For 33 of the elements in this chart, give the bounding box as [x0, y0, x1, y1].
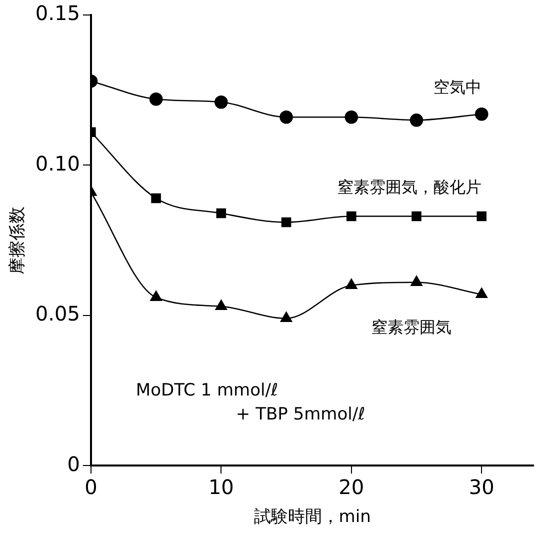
point: [476, 211, 486, 222]
point: [216, 208, 226, 218]
x-tick-label: 0: [84, 474, 98, 499]
point: [281, 217, 292, 228]
point: [280, 110, 293, 124]
x-tick-label: 30: [468, 474, 494, 499]
point: [346, 211, 356, 222]
y-tick-label: 0.15: [35, 1, 80, 26]
x-tick-label: 20: [338, 474, 364, 499]
annotation: + TBP 5mmol/ℓ: [236, 404, 366, 425]
point: [410, 113, 424, 127]
y-tick-label: 0.05: [35, 302, 80, 326]
point: [412, 211, 422, 222]
x-axis-title: 試験時間，min: [254, 507, 371, 528]
series-label: 窒素雰囲気: [372, 318, 452, 337]
annotation: MoDTC 1 mmol/ℓ: [136, 380, 278, 401]
point: [346, 278, 358, 290]
point: [215, 300, 228, 310]
series-label: 窒素雰囲気，酸化片: [338, 177, 482, 196]
point: [149, 92, 163, 106]
point: [474, 107, 488, 121]
point: [150, 290, 162, 302]
x-tick-label: 10: [208, 474, 234, 499]
point: [280, 312, 292, 322]
y-axis-title: 摩擦係数: [8, 206, 28, 274]
y-tick-label: 0: [67, 452, 80, 476]
point: [214, 95, 228, 109]
y-tick-label: 0.10: [35, 151, 80, 176]
point: [410, 276, 422, 286]
series-label: 空気中: [434, 77, 482, 96]
point: [344, 110, 358, 124]
point: [151, 193, 161, 204]
point: [476, 288, 488, 298]
